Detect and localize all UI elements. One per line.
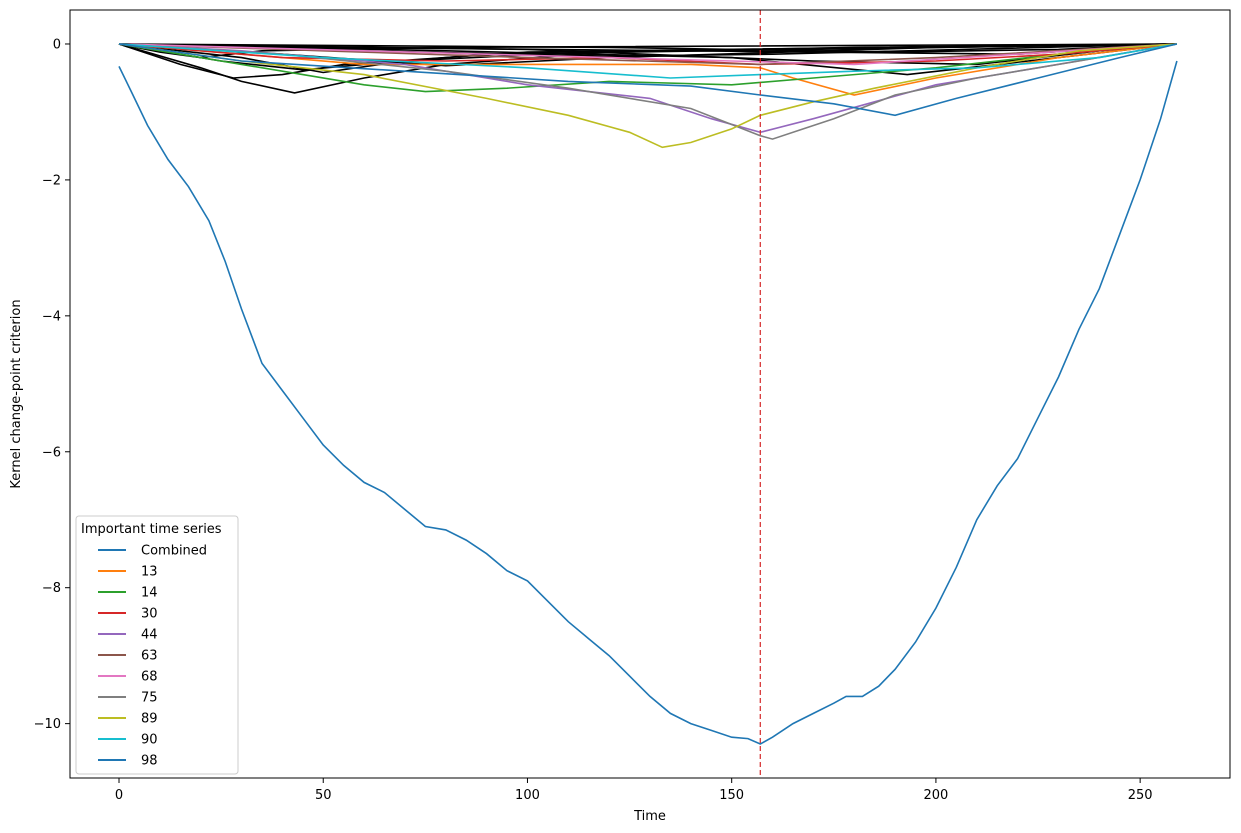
series-line-combined (118, 60, 1178, 745)
y-tick-label: −8 (42, 581, 61, 596)
x-tick-label: 150 (719, 788, 744, 803)
y-tick-label: −4 (42, 309, 61, 324)
x-axis: 0 50 100 150 200 250 (115, 778, 1153, 803)
background-series-group (118, 43, 1177, 94)
legend-label-75: 75 (141, 691, 158, 706)
series-line-98 (118, 43, 1178, 117)
series-line-68 (118, 43, 1177, 66)
legend-title: Important time series (81, 522, 222, 537)
plot-area-frame (69, 9, 1231, 779)
legend-label-89: 89 (141, 712, 158, 727)
legend-label-44: 44 (141, 628, 158, 643)
x-tick-label: 0 (115, 788, 123, 803)
x-tick-label: 200 (924, 788, 949, 803)
series-line-89 (118, 43, 1177, 149)
y-tick-label: −6 (42, 445, 61, 460)
series-line-75 (118, 43, 1178, 140)
legend-label-combined: Combined (141, 544, 207, 559)
y-tick-label: −10 (34, 717, 61, 732)
background-series-line-10 (118, 43, 1177, 53)
legend: Important time series Combined 13 14 30 44 63… (75, 515, 239, 775)
legend-label-14: 14 (141, 586, 158, 601)
legend-items: Combined 13 14 30 44 63 68 75 89 90 98 (98, 544, 207, 769)
series-line-30 (118, 43, 1177, 66)
legend-label-13: 13 (141, 565, 158, 580)
legend-box (75, 515, 239, 775)
legend-label-98: 98 (141, 754, 158, 769)
x-axis-title: Time (633, 809, 666, 824)
highlighted-series-group (118, 43, 1178, 745)
x-tick-label: 250 (1128, 788, 1153, 803)
x-tick-label: 50 (315, 788, 332, 803)
series-line-63 (118, 43, 1177, 66)
y-axis: 0 −2 −4 −6 −8 −10 (34, 37, 70, 732)
legend-label-68: 68 (141, 670, 158, 685)
y-axis-title: Kernel change-point criterion (9, 299, 24, 488)
legend-label-63: 63 (141, 649, 158, 664)
y-tick-label: 0 (53, 37, 61, 52)
x-tick-label: 100 (515, 788, 540, 803)
legend-label-30: 30 (141, 607, 158, 622)
y-tick-label: −2 (42, 173, 61, 188)
legend-label-90: 90 (141, 733, 158, 748)
series-line-14 (118, 43, 1177, 93)
